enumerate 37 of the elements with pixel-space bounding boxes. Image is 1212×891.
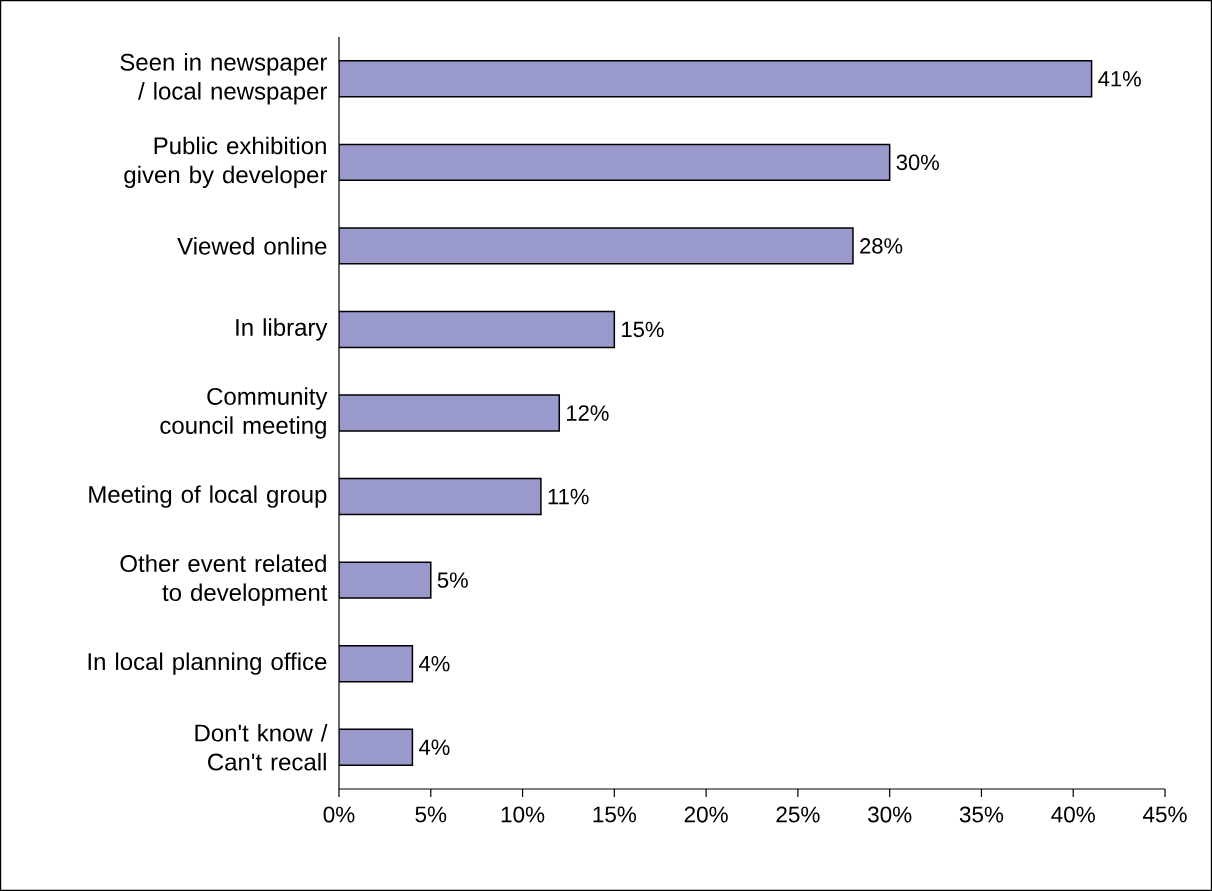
x-tick-label: 20% [684, 806, 728, 823]
bar [339, 60, 1093, 98]
x-tick-label: 0% [323, 806, 355, 823]
y-tick-label: Don't know / Can't recall [195, 723, 328, 771]
y-tick-label: Seen in newspaper / local newspaper [120, 53, 328, 105]
bar [339, 477, 542, 516]
data-label: 4% [419, 739, 450, 755]
data-label: 15% [622, 321, 664, 338]
bar [339, 143, 891, 182]
bar [339, 310, 616, 349]
data-label: 30% [896, 154, 939, 171]
x-tick-label: 25% [776, 806, 820, 823]
data-label: 11% [548, 488, 589, 505]
y-tick-label: Viewed online [177, 237, 327, 255]
x-tick-label: 40% [1051, 806, 1095, 823]
y-tick-label: Community council meeting [160, 387, 328, 439]
bar [339, 394, 561, 432]
x-tick-label: 5% [415, 806, 447, 823]
bar [339, 728, 414, 766]
y-tick-label: Meeting of local group [89, 485, 327, 508]
x-tick-label: 15% [593, 806, 637, 823]
x-tick-label: 35% [959, 806, 1004, 823]
x-tick-label: 45% [1143, 806, 1187, 823]
y-tick-label: In local planning office [88, 652, 327, 675]
bar [339, 644, 414, 683]
data-label: 28% [860, 238, 903, 254]
y-tick-label: Public exhibition given by developer [124, 136, 327, 189]
y-tick-label: Other event related to development [120, 554, 328, 606]
data-label: 4% [419, 655, 450, 672]
bar [339, 227, 854, 265]
x-tick-label: 10% [501, 806, 545, 823]
data-label: 41% [1098, 71, 1141, 87]
x-tick-label: 30% [868, 806, 912, 823]
y-tick-label: In library [236, 318, 328, 341]
data-label: 5% [437, 572, 468, 588]
bar [339, 561, 432, 599]
data-label: 12% [567, 405, 609, 421]
